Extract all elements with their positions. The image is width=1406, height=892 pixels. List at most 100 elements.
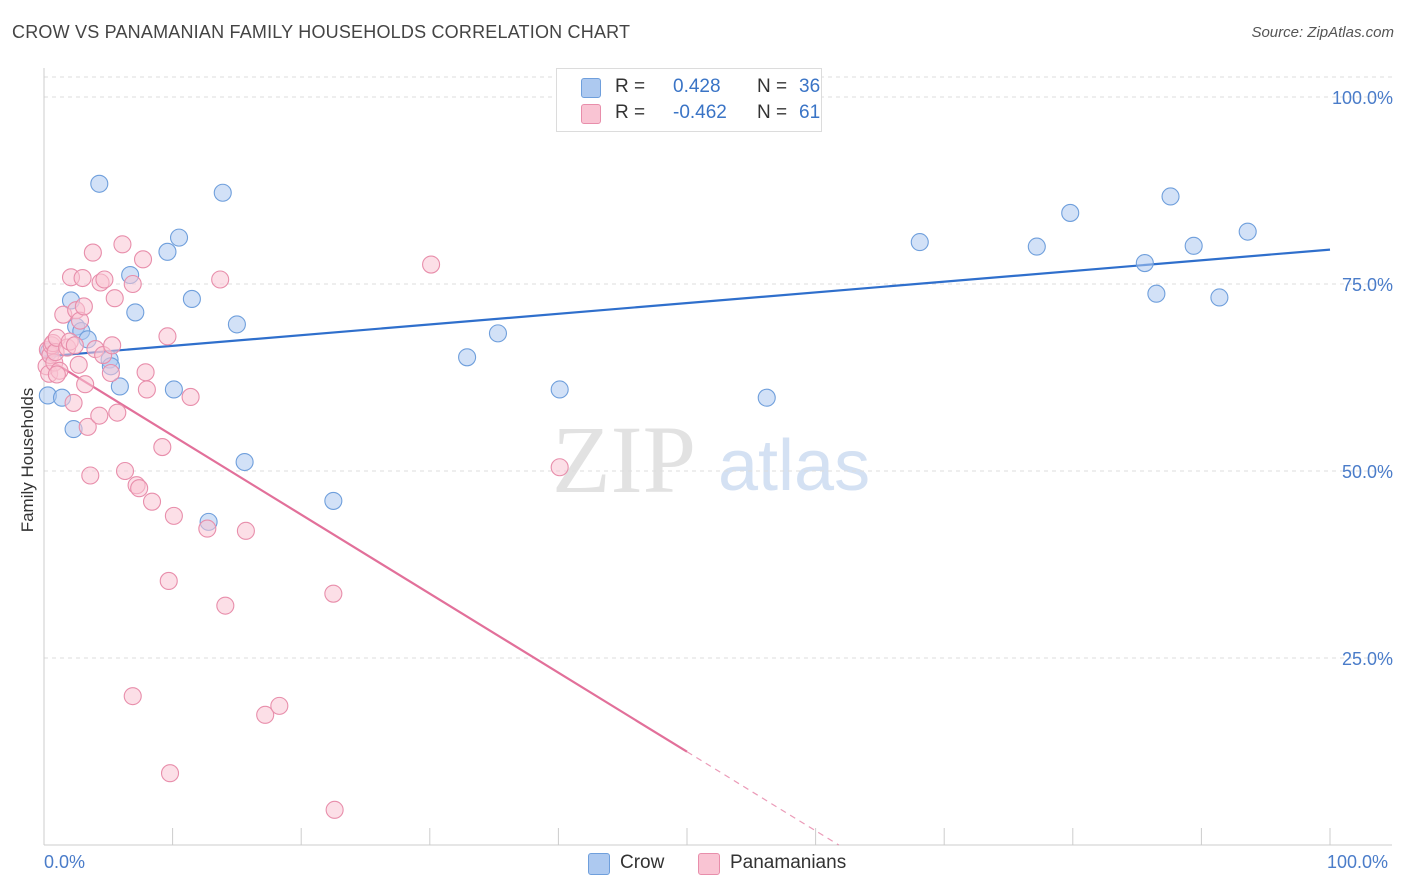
crow-point [90, 174, 109, 193]
gridlines [44, 76, 1392, 659]
y-tick-labels: 25.0% 50.0% 75.0% 100.0% [1332, 88, 1393, 669]
stats-legend: R = 0.428 N = 36 R = -0.462 N = 61 [556, 68, 822, 132]
panamanians-point [76, 375, 95, 394]
panamanians-point [78, 417, 97, 436]
crow-point [235, 452, 254, 472]
r-label: R = [615, 76, 646, 97]
watermark-zip: ZIP [552, 406, 696, 513]
data-points [37, 174, 1257, 819]
panamanians-point [236, 521, 255, 540]
crow-point [1184, 236, 1203, 255]
x-axis-min-label: 0.0% [44, 852, 86, 872]
n-label: N = [757, 102, 788, 123]
trend-lines [43, 248, 1331, 846]
x-axis-max-label: 100.0% [1327, 852, 1389, 872]
panamanians-point [159, 571, 178, 591]
crow-point [169, 228, 189, 247]
panamanians-swatch [581, 104, 601, 124]
crow-point [213, 183, 232, 202]
r-value: -0.462 [673, 102, 727, 123]
panamanians-point [133, 250, 153, 269]
crow-trend-line [43, 248, 1331, 358]
panamanians-point [153, 438, 172, 457]
panamanians-point [158, 327, 177, 346]
panamanians-point [108, 403, 127, 422]
crow-swatch [588, 853, 610, 875]
chart-title: CROW VS PANAMANIAN FAMILY HOUSEHOLDS COR… [12, 22, 631, 42]
panamanians-point [550, 458, 569, 477]
panamanians-point [74, 297, 93, 316]
panamanians-point [324, 584, 343, 603]
panamanians-point [198, 519, 217, 538]
crow-point [1027, 237, 1046, 256]
crow-point [1061, 203, 1080, 222]
panamanians-point [160, 764, 180, 783]
panamanians-point [270, 696, 289, 715]
crow-point [1135, 254, 1154, 273]
panamanians-point [105, 289, 124, 308]
panamanians-point [65, 336, 84, 355]
watermark-atlas: atlas [718, 426, 870, 506]
panamanians-point [325, 800, 344, 819]
watermark: ZIP atlas [552, 406, 870, 513]
crow-point [458, 348, 477, 367]
y-tick-label: 50.0% [1342, 462, 1393, 482]
crow-point [910, 233, 929, 252]
crow-point [164, 380, 183, 399]
crow-point [227, 315, 246, 334]
panamanians-point [137, 380, 156, 399]
crow-point [488, 324, 508, 343]
panamanians-point [256, 705, 275, 724]
source-label: Source: ZipAtlas.com [1251, 24, 1394, 41]
panamanians-point [90, 406, 109, 425]
panamanians-point [73, 268, 92, 288]
n-label: N = [757, 76, 788, 97]
crow-point [126, 303, 145, 322]
panamanians-point [103, 336, 122, 355]
crow-swatch [581, 78, 601, 98]
crow-point [1161, 187, 1180, 206]
panamanians-point [130, 479, 149, 498]
panamanians-point [142, 492, 162, 511]
n-value: 61 [799, 102, 821, 123]
crow-point [1238, 222, 1257, 241]
panamanians-point [136, 363, 155, 382]
panamanians-point [211, 270, 230, 289]
r-value: 0.428 [673, 76, 721, 97]
panamanians-point [69, 355, 88, 374]
panamanians-point [216, 596, 235, 615]
panamanians-trend-line-dashed [686, 751, 840, 846]
panamanians-point [181, 387, 200, 406]
panamanians-point [81, 466, 100, 485]
panamanians-point [83, 243, 102, 262]
panamanians-point [95, 270, 114, 289]
n-value: 36 [799, 76, 821, 97]
crow-point [324, 491, 343, 510]
panamanians-point [113, 235, 132, 254]
panamanians-point [123, 274, 142, 294]
y-tick-label: 25.0% [1342, 649, 1393, 669]
panamanians-point [101, 363, 120, 383]
crow-point [1147, 284, 1166, 303]
y-tick-label: 100.0% [1332, 88, 1393, 108]
panamanians-point [123, 687, 142, 706]
crow-point [182, 289, 201, 309]
panamanians-point [164, 506, 183, 525]
legend-label-crow: Crow [620, 852, 665, 873]
panamanians-point [115, 461, 135, 481]
crow-point [550, 380, 569, 399]
y-tick-label: 75.0% [1342, 275, 1393, 295]
crow-point [158, 242, 177, 261]
axes [43, 68, 1392, 846]
panamanians-trend-line [43, 355, 688, 753]
r-label: R = [615, 102, 646, 123]
panamanians-swatch [698, 853, 720, 875]
crow-point [1210, 288, 1229, 307]
panamanians-point [47, 365, 66, 384]
panamanians-point [64, 393, 83, 412]
crow-point [757, 388, 776, 407]
crow-point [110, 377, 129, 396]
legend-label-panamanians: Panamanians [730, 852, 847, 873]
panamanians-point [422, 255, 441, 274]
